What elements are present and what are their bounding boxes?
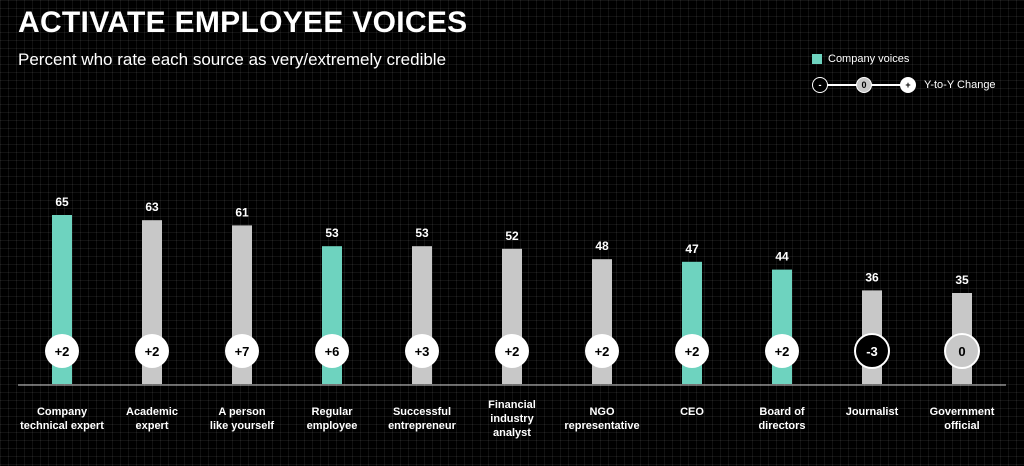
legend-yoy-change: - 0 + Y-to-Y Change xyxy=(812,77,996,93)
legend-yoy-minus-marker: - xyxy=(812,77,828,93)
x-tick-label: Successful entrepreneur xyxy=(388,406,456,432)
yoy-change-label: 0 xyxy=(958,344,965,359)
legend-yoy-label: Y-to-Y Change xyxy=(924,79,996,91)
x-tick-label: Academic expert xyxy=(126,406,178,432)
value-label: 52 xyxy=(505,229,519,243)
x-tick-label: NGO representative xyxy=(564,406,640,432)
value-label: 35 xyxy=(955,273,969,287)
yoy-change-label: +2 xyxy=(685,344,700,359)
value-label: 65 xyxy=(55,195,69,209)
x-tick-label: A person like yourself xyxy=(209,406,275,432)
x-tick-label: Board of directors xyxy=(758,406,806,432)
yoy-change-label: +2 xyxy=(145,344,160,359)
value-label: 48 xyxy=(595,239,609,253)
value-label: 63 xyxy=(145,200,159,214)
yoy-change-marker xyxy=(675,334,709,368)
chart-subtitle: Percent who rate each source as very/ext… xyxy=(18,50,447,69)
legend-company-label: Company voices xyxy=(828,53,910,65)
yoy-change-label: +2 xyxy=(595,344,610,359)
value-label: 61 xyxy=(235,205,249,219)
yoy-change-label: +2 xyxy=(55,344,70,359)
yoy-change-marker xyxy=(765,334,799,368)
yoy-change-label: +6 xyxy=(325,344,340,359)
value-label: 47 xyxy=(685,242,699,256)
value-label: 44 xyxy=(775,250,789,264)
yoy-change-marker xyxy=(585,334,619,368)
yoy-change-label: -3 xyxy=(866,344,878,359)
yoy-change-marker xyxy=(45,334,79,368)
legend-yoy-plus-marker: + xyxy=(900,77,916,93)
yoy-change-label: +2 xyxy=(505,344,520,359)
legend-yoy-scale: - 0 + xyxy=(812,77,916,93)
yoy-change-label: +7 xyxy=(235,344,250,359)
yoy-change-label: +2 xyxy=(775,344,790,359)
value-label: 53 xyxy=(325,226,339,240)
x-tick-label: CEO xyxy=(680,406,704,418)
x-tick-label: Journalist xyxy=(845,406,899,418)
value-label: 53 xyxy=(415,226,429,240)
legend-yoy-zero-marker: 0 xyxy=(856,77,872,93)
legend-company-swatch xyxy=(812,54,822,64)
yoy-change-label: +3 xyxy=(415,344,430,359)
yoy-change-marker xyxy=(225,334,259,368)
yoy-change-marker xyxy=(135,334,169,368)
x-tick-label: Regular employee xyxy=(306,406,358,432)
value-label: 36 xyxy=(865,270,879,284)
legend-company-voices: Company voices xyxy=(812,53,909,65)
x-tick-label: Company technical expert xyxy=(20,406,104,432)
yoy-change-marker xyxy=(405,334,439,368)
yoy-change-marker xyxy=(944,333,980,369)
chart-title: ACTIVATE EMPLOYEE VOICES xyxy=(18,6,468,39)
yoy-change-marker xyxy=(315,334,349,368)
yoy-change-marker xyxy=(495,334,529,368)
x-tick-label: Government official xyxy=(929,406,995,432)
yoy-change-marker xyxy=(854,333,890,369)
x-tick-label: Financial industry analyst xyxy=(488,399,536,439)
